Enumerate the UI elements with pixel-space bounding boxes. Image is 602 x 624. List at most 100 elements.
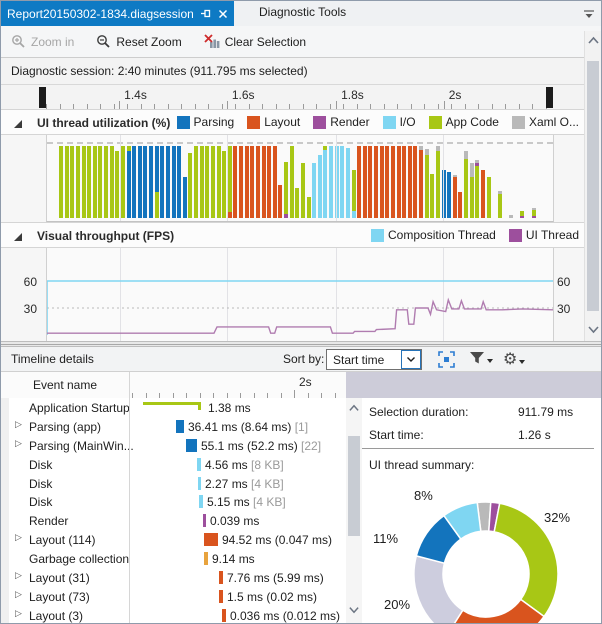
details-ruler[interactable]: 2s (129, 372, 346, 398)
tab-diagnostic-tools[interactable]: Diagnostic Tools (259, 5, 347, 19)
event-duration-text: 7.76 ms (5.99 ms) (227, 571, 324, 586)
utilization-bar (401, 144, 407, 218)
utilization-bar (531, 144, 537, 218)
tab-report-diagsession[interactable]: Report20150302-1834.diagsession* (1, 1, 234, 26)
event-name: Layout (31) (29, 571, 90, 586)
pane-splitter[interactable] (1, 341, 601, 347)
event-duration-bar (219, 571, 223, 585)
event-row[interactable]: ▷ Parsing (MainWin... 55.1 ms (52.2 ms) [2… (1, 436, 346, 455)
utilization-bar (182, 144, 188, 218)
utilization-bar (216, 144, 222, 218)
event-duration-text: 4.56 ms (205, 457, 248, 472)
ui-thread-chart[interactable] (1, 135, 584, 222)
event-row[interactable]: Disk 2.27 ms [4 KB] (1, 474, 346, 493)
event-row[interactable]: Disk 5.15 ms [4 KB] (1, 492, 346, 511)
timeline-ruler[interactable]: 1.4s 1.6s 1.8s 2s (1, 84, 584, 109)
ruler-minor-tick (329, 104, 331, 109)
reset-zoom-button[interactable]: Reset Zoom (96, 34, 182, 49)
utilization-bar (120, 144, 126, 218)
utilization-bar (373, 144, 379, 218)
ruler-minor-tick (127, 104, 128, 109)
legend-label: App Code (445, 115, 499, 129)
ruler-minor-tick (194, 104, 196, 109)
list-scroll-up-icon[interactable] (347, 403, 361, 417)
scroll-down-icon[interactable] (586, 323, 601, 338)
charts-scrollbar[interactable] (584, 31, 601, 341)
ruler-minor-tick (370, 104, 371, 109)
pin-icon[interactable] (200, 8, 211, 19)
utilization-bar (238, 144, 244, 218)
ui-thread-summary-label: UI thread summary: (369, 458, 475, 472)
fps-plot (46, 248, 554, 342)
utilization-bar (244, 144, 250, 218)
collapse-triangle-icon[interactable] (13, 231, 23, 245)
scroll-up-icon[interactable] (586, 35, 601, 50)
fps-chart[interactable]: 60 30 60 30 (1, 248, 584, 342)
dropdown-arrow-icon[interactable] (401, 350, 421, 369)
donut-slice-app-code (493, 502, 559, 618)
legend-item: Xaml O... (511, 115, 579, 129)
event-row[interactable]: ▷ Layout (3) 0.036 ms (0.012 ms) (1, 606, 346, 623)
filter-icon (470, 352, 484, 364)
event-row[interactable]: Render 0.039 ms (1, 511, 346, 530)
event-list-scrollbar[interactable] (346, 398, 362, 623)
clear-selection-button[interactable]: Clear Selection (204, 34, 306, 49)
session-label: Diagnostic session: 2:40 minutes (911.79… (11, 64, 308, 78)
expand-arrow-icon[interactable]: ▷ (15, 608, 22, 619)
utilization-bar (548, 144, 554, 218)
list-scroll-down-icon[interactable] (347, 604, 361, 618)
utilization-bar (306, 144, 312, 218)
expand-arrow-icon[interactable]: ▷ (15, 533, 22, 544)
details-ruler-tick (334, 393, 336, 398)
utilization-bar (520, 144, 526, 218)
ruler-minor-tick (316, 104, 317, 109)
charts-region: Diagnostic session: 2:40 minutes (911.79… (1, 57, 584, 342)
selection-handle-left[interactable] (39, 87, 46, 108)
scrollbar-thumb[interactable] (587, 61, 599, 311)
event-row[interactable]: ▷ Layout (73) 1.5 ms (0.02 ms) (1, 587, 346, 606)
filter-button[interactable] (469, 350, 493, 365)
event-row[interactable]: ▷ Layout (114) 94.52 ms (0.047 ms) (1, 530, 346, 549)
event-name-column-header[interactable]: Event name (32, 378, 98, 392)
event-row[interactable]: Disk 4.56 ms [8 KB] (1, 455, 346, 474)
utilization-bar (255, 144, 261, 218)
chart-toolbar: Zoom in Reset Zoom Clear Selection (1, 26, 601, 57)
event-row[interactable]: Application Startup 1.38 ms (1, 398, 346, 417)
expand-arrow-icon[interactable]: ▷ (15, 571, 22, 582)
zoom-in-button[interactable]: Zoom in (11, 34, 74, 49)
zoom-to-selection-button[interactable] (437, 350, 456, 369)
event-name: Render (29, 514, 69, 529)
event-duration-bar (204, 552, 208, 566)
legend-item: Parsing (176, 115, 235, 129)
utilization-bar (430, 144, 436, 218)
utilization-bar (413, 144, 419, 218)
ruler-minor-tick (208, 104, 209, 109)
plot-gridline (335, 135, 337, 221)
utilization-bar (193, 144, 199, 218)
event-row[interactable]: ▷ Parsing (app) 36.41 ms (8.64 ms) [1] (1, 417, 346, 436)
donut-slice-other (413, 554, 464, 623)
selection-handle-right[interactable] (546, 87, 553, 108)
utilization-bar (165, 144, 171, 218)
event-duration-text: 0.036 ms (0.012 ms) (230, 608, 341, 623)
close-icon[interactable] (218, 9, 228, 19)
legend-label: Parsing (193, 115, 235, 129)
legend-label: Render (330, 115, 370, 129)
collapse-triangle-icon[interactable] (13, 118, 23, 132)
legend-label: Composition Thread (388, 228, 496, 242)
settings-button[interactable]: ⚙ (503, 350, 526, 368)
plot-gridline (227, 135, 229, 221)
window-menu-icon[interactable] (583, 8, 595, 22)
event-row[interactable]: Garbage collection 9.14 ms (1, 549, 346, 568)
legend-item: UI Thread (508, 228, 579, 242)
plot-gridline (119, 248, 121, 342)
details-ruler-tick (145, 393, 147, 398)
list-scrollbar-thumb[interactable] (348, 436, 360, 536)
event-row[interactable]: ▷ Layout (31) 7.76 ms (5.99 ms) (1, 568, 346, 587)
sort-by-dropdown[interactable]: Start time (326, 349, 422, 370)
expand-arrow-icon[interactable]: ▷ (15, 438, 22, 449)
expand-arrow-icon[interactable]: ▷ (15, 419, 22, 430)
reset-zoom-icon (97, 35, 110, 48)
expand-arrow-icon[interactable]: ▷ (15, 589, 22, 600)
details-ruler-tick (226, 393, 228, 398)
